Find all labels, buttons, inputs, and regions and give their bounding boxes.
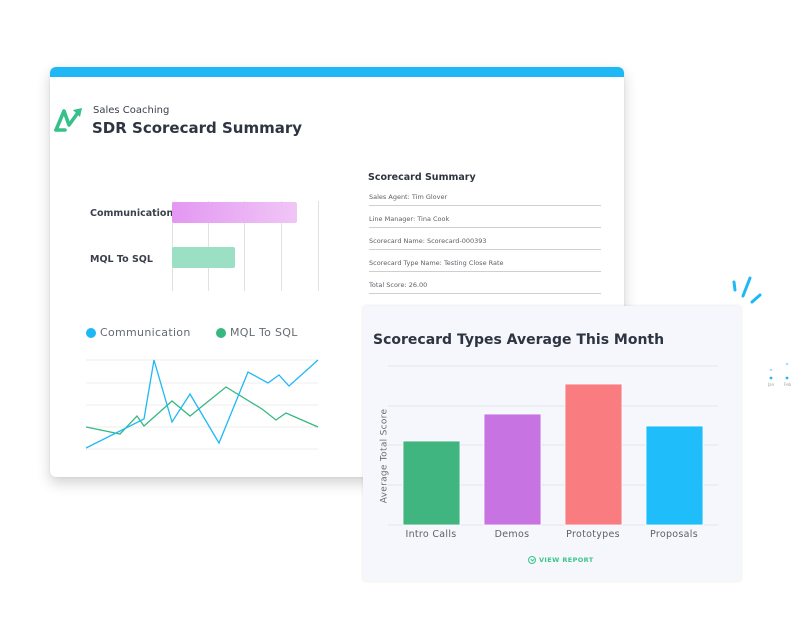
scorecard-summary-card: Sales Coaching SDR Scorecard Summary Com… — [50, 67, 624, 477]
app-subtitle: Sales Coaching — [93, 105, 170, 116]
view-report-label: VIEW REPORT — [539, 556, 594, 564]
mini-background-chart: Jan Feb — [766, 360, 800, 390]
bar-label-communication: Communication — [90, 208, 174, 219]
card-accent-bar — [50, 67, 624, 77]
grid-line — [281, 201, 282, 291]
view-report-link[interactable]: VIEW REPORT — [528, 556, 594, 564]
summary-row-sales-agent: Sales Agent: Tim Glover — [369, 193, 601, 206]
y-axis-label: Average Total Score — [379, 408, 390, 504]
legend-label: Communication — [100, 326, 191, 339]
x-tick-proposals: Proposals — [650, 529, 698, 540]
bar-prototypes — [564, 383, 623, 526]
legend-dot-icon — [86, 327, 96, 338]
bar-mql-to-sql[interactable] — [172, 247, 235, 268]
bar-proposals — [645, 425, 704, 526]
legend-item-mql-to-sql[interactable]: MQL To SQL — [216, 326, 298, 339]
grid-line — [244, 201, 245, 291]
bar-demos — [483, 413, 542, 526]
series-line-communication — [86, 359, 319, 449]
mini-xtick-feb: Feb — [784, 382, 792, 387]
summary-title: Scorecard Summary — [368, 172, 476, 183]
line-chart — [86, 359, 319, 450]
summary-row-total-score: Total Score: 26.00 — [369, 281, 601, 294]
legend-item-communication[interactable]: Communication — [86, 326, 191, 339]
legend-dot-icon — [216, 327, 226, 338]
scorecard-types-chart-card: Scorecard Types Average This Month Avera… — [363, 306, 741, 581]
grid-line — [318, 201, 319, 291]
bar-label-mql-to-sql: MQL To SQL — [90, 254, 153, 265]
x-tick-prototypes: Prototypes — [566, 529, 620, 540]
legend-label: MQL To SQL — [230, 326, 298, 339]
bar-communication[interactable] — [172, 202, 297, 223]
grid-line — [172, 201, 173, 291]
chart-title: Scorecard Types Average This Month — [373, 332, 665, 348]
summary-row-line-manager: Line Manager: Tina Cook — [369, 215, 601, 228]
summary-row-scorecard-name: Scorecard Name: Scorecard-000393 — [369, 237, 601, 250]
mini-xtick-jan: Jan — [768, 382, 775, 387]
x-tick-intro-calls: Intro Calls — [405, 529, 457, 540]
summary-row-scorecard-type: Scorecard Type Name: Testing Close Rate — [369, 259, 601, 272]
x-tick-demos: Demos — [494, 529, 530, 540]
bar-intro-calls — [402, 440, 461, 526]
series-line-mql-to-sql — [86, 386, 319, 435]
grid-line — [208, 201, 209, 291]
vertical-bar-chart — [388, 365, 718, 526]
sparkle-decoration-icon — [732, 276, 762, 304]
chevron-circle-icon — [528, 556, 536, 564]
page-title: SDR Scorecard Summary — [92, 119, 303, 137]
trend-arrow-logo-icon — [54, 108, 82, 132]
